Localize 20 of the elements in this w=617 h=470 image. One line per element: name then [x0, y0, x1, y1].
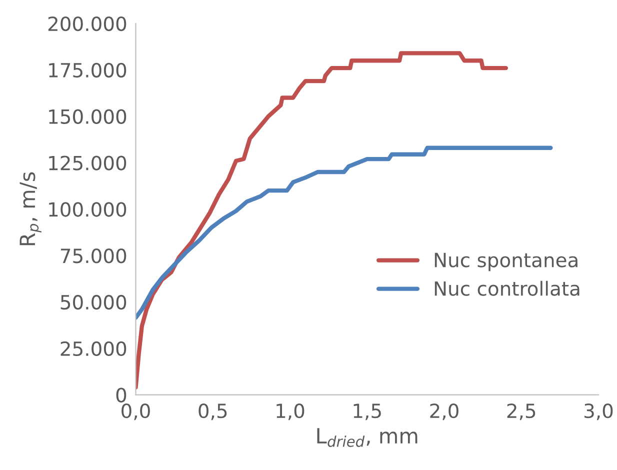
x-tick-label: 3,0 — [584, 403, 613, 420]
y-tick-label: 0 — [116, 388, 126, 402]
legend-label: Nuc spontanea — [434, 252, 578, 272]
x-tick-label: 2,0 — [430, 403, 458, 420]
x-tick-label: 2,5 — [507, 403, 536, 420]
x-axis-title: L$_{dried}$, mm — [317, 428, 418, 447]
y-tick-label: 25.000 — [60, 341, 126, 356]
legend-label: Nuc controllata — [434, 280, 580, 296]
y-tick-label: 50.000 — [60, 294, 126, 310]
y-tick-label: 200.000 — [48, 16, 126, 32]
y-axis-title: R$_{p}$, m/s — [20, 172, 42, 246]
y-tick-label: 100.000 — [49, 202, 126, 217]
y-tick-label: 75.000 — [60, 248, 126, 264]
x-tick-label: 1,5 — [354, 404, 381, 420]
y-tick-label: 175.000 — [49, 62, 126, 78]
x-tick-label: 0,5 — [198, 403, 227, 420]
x-tick-label: 1,0 — [276, 403, 304, 420]
x-tick-label: 0,0 — [122, 403, 150, 420]
y-tick-label: 150.000 — [49, 109, 126, 124]
y-tick-label: 125.000 — [49, 156, 126, 170]
